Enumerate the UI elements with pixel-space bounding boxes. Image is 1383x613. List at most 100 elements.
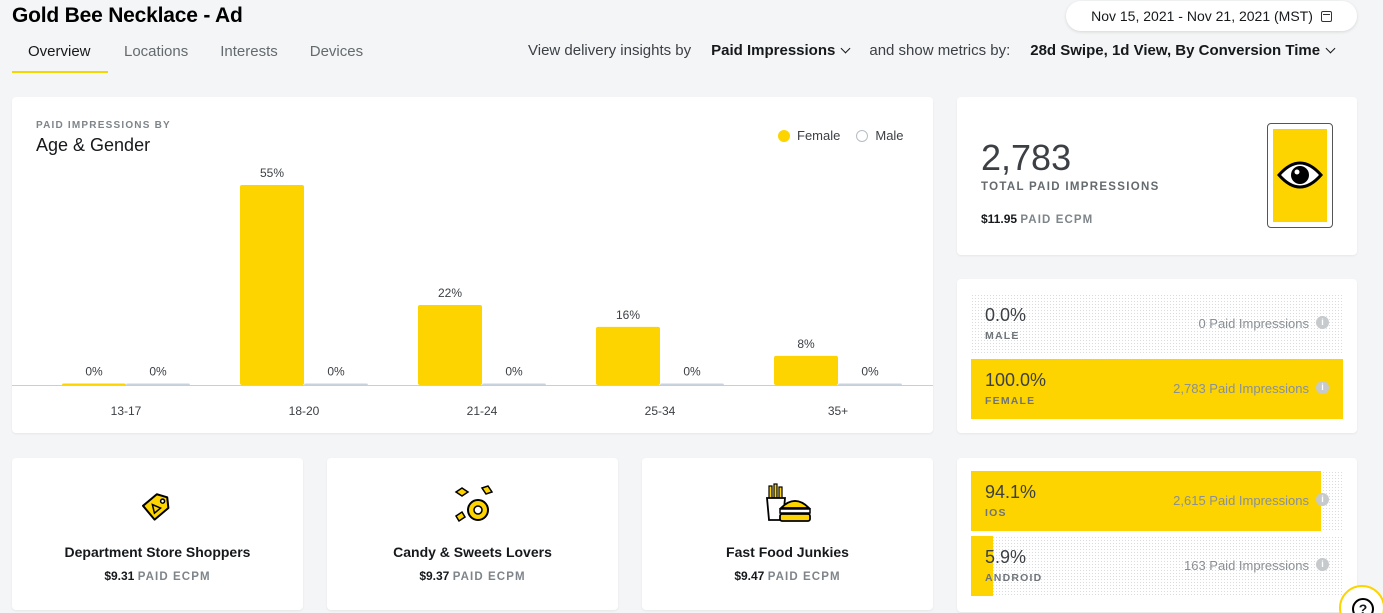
age-gender-chart: 0% 0% 13-17 55% 0% 18-20 22% 0% 21-24 16% 0% 25-34 8… <box>12 166 933 418</box>
phone-screen <box>1273 129 1327 222</box>
metrics-value: 28d Swipe, 1d View, By Conversion Time <box>1030 42 1321 59</box>
candy-icon <box>454 485 493 523</box>
insights-value: Paid Impressions <box>711 42 836 59</box>
bar-male-25-34 <box>660 383 724 385</box>
bar-label-male-13-17: 0% <box>149 365 167 379</box>
device-label: IOS <box>985 507 1007 519</box>
calendar-icon <box>1320 10 1332 22</box>
interest-name: Fast Food Junkies <box>726 544 849 560</box>
delivery-filters: View delivery insights by Paid Impressio… <box>528 42 1336 59</box>
gender-impressions: 2,783 Paid Impressions <box>1173 381 1309 396</box>
insights-dropdown[interactable]: Paid Impressions <box>711 42 851 59</box>
info-icon[interactable]: i <box>1316 558 1329 571</box>
page-title: Gold Bee Necklace - Ad <box>12 4 243 27</box>
tab-devices[interactable]: Devices <box>309 43 364 60</box>
interest-ecpm-label: PAID ECPM <box>452 571 526 583</box>
chevron-down-icon <box>840 43 851 54</box>
bar-female-18-20 <box>240 185 304 385</box>
metrics-dropdown[interactable]: 28d Swipe, 1d View, By Conversion Time <box>1030 42 1336 59</box>
gender-bar-fill <box>971 359 1343 419</box>
bar-label-male-25-34: 0% <box>683 365 701 379</box>
tab-overview[interactable]: Overview <box>12 40 108 73</box>
total-impressions-card: 2,783 TOTAL PAID IMPRESSIONS $11.95 PAID… <box>957 97 1357 255</box>
bar-male-18-20 <box>304 383 368 385</box>
chevron-down-icon <box>1325 43 1336 54</box>
interest-ecpm-value: $9.47 <box>734 569 765 583</box>
device-bar-fill <box>971 471 1322 531</box>
total-impressions-label: TOTAL PAID IMPRESSIONS <box>981 181 1160 193</box>
gender-pct: 0.0% <box>985 305 1027 325</box>
info-icon[interactable]: i <box>1316 493 1329 506</box>
interest-ecpm: $9.47 PAID ECPM <box>642 569 933 583</box>
device-bar-fill <box>971 536 993 596</box>
interest-ecpm-label: PAID ECPM <box>767 571 841 583</box>
device-impressions: 163 Paid Impressions <box>1183 558 1309 573</box>
bar-male-35+ <box>838 383 902 385</box>
legend-female[interactable]: Female <box>778 128 840 143</box>
interest-ecpm: $9.37 PAID ECPM <box>327 569 618 583</box>
eye-icon <box>1277 161 1323 189</box>
device-label: ANDROID <box>985 572 1043 584</box>
gender-label: FEMALE <box>985 395 1036 407</box>
bar-female-35+ <box>774 355 838 385</box>
chart-kicker: PAID IMPRESSIONS BY <box>36 120 171 131</box>
bar-label-female-21-24: 22% <box>438 286 462 300</box>
tab-interests[interactable]: Interests <box>220 43 278 60</box>
chart-title: Age & Gender <box>36 135 151 155</box>
total-impressions-value: 2,783 <box>981 137 1072 178</box>
bar-label-female-35+: 8% <box>797 337 815 351</box>
interest-ecpm-label: PAID ECPM <box>137 571 211 583</box>
bar-label-female-13-17: 0% <box>85 365 103 379</box>
device-pct: 94.1% <box>985 482 1037 502</box>
help-icon: ? <box>1352 598 1374 613</box>
date-range-text: Nov 15, 2021 - Nov 21, 2021 (MST) <box>1091 8 1313 24</box>
x-tick-label-13-17: 13-17 <box>111 404 142 418</box>
male-dot-icon <box>856 129 869 142</box>
interest-name: Candy & Sweets Lovers <box>393 544 552 560</box>
device-row-android[interactable]: 5.9% ANDROID 163 Paid Impressions i <box>971 536 1343 596</box>
bar-female-25-34 <box>596 326 660 385</box>
tab-locations[interactable]: Locations <box>124 43 189 60</box>
burger-fries-icon <box>765 483 811 522</box>
x-tick-label-18-20: 18-20 <box>289 404 320 418</box>
device-row-ios[interactable]: 94.1% IOS 2,615 Paid Impressions i <box>971 471 1343 531</box>
x-tick-label-25-34: 25-34 <box>645 404 676 418</box>
gender-pct: 100.0% <box>985 370 1047 390</box>
metrics-prefix: and show metrics by: <box>869 42 1011 59</box>
legend-male-label: Male <box>875 128 904 143</box>
info-icon[interactable]: i <box>1316 381 1329 394</box>
gender-impressions: 0 Paid Impressions <box>1198 316 1309 331</box>
interest-card-candy[interactable]: Candy & Sweets Lovers $9.37 PAID ECPM <box>327 458 618 610</box>
total-ecpm-label: PAID ECPM <box>1020 214 1094 226</box>
info-icon[interactable]: i <box>1316 316 1329 329</box>
bar-male-13-17 <box>126 383 190 385</box>
tab-bar: Overview Locations Interests Devices <box>12 40 379 73</box>
gender-split-card: 0.0% MALE 0 Paid Impressions i 100.0% FE… <box>957 279 1357 433</box>
bar-male-21-24 <box>482 383 546 385</box>
total-ecpm-value: $11.95 <box>981 212 1018 226</box>
interest-card-fast-food[interactable]: Fast Food Junkies $9.47 PAID ECPM <box>642 458 933 610</box>
interest-card-department-store[interactable]: Department Store Shoppers $9.31 PAID ECP… <box>12 458 303 610</box>
phone-illustration <box>1267 123 1333 228</box>
date-range-picker[interactable]: Nov 15, 2021 - Nov 21, 2021 (MST) <box>1066 1 1357 31</box>
interest-ecpm-value: $9.37 <box>419 569 450 583</box>
help-button[interactable]: ? <box>1339 585 1383 613</box>
legend-female-label: Female <box>797 128 841 143</box>
bar-label-female-18-20: 55% <box>260 166 284 180</box>
device-impressions: 2,615 Paid Impressions <box>1173 493 1309 508</box>
bar-label-male-35+: 0% <box>861 365 879 379</box>
chart-legend: Female Male <box>778 128 904 143</box>
gender-row-female[interactable]: 100.0% FEMALE 2,783 Paid Impressions i <box>971 359 1343 419</box>
interest-name: Department Store Shoppers <box>64 544 251 560</box>
price-tag-icon <box>141 493 169 521</box>
gender-label: MALE <box>985 330 1020 342</box>
insights-prefix: View delivery insights by <box>528 42 692 59</box>
bar-female-13-17 <box>62 383 126 385</box>
bar-label-male-18-20: 0% <box>327 365 345 379</box>
legend-male[interactable]: Male <box>856 128 904 143</box>
bar-label-female-25-34: 16% <box>616 308 640 322</box>
interest-ecpm: $9.31 PAID ECPM <box>12 569 303 583</box>
interest-ecpm-value: $9.31 <box>104 569 135 583</box>
gender-row-male[interactable]: 0.0% MALE 0 Paid Impressions i <box>971 294 1343 354</box>
x-tick-label-21-24: 21-24 <box>467 404 498 418</box>
